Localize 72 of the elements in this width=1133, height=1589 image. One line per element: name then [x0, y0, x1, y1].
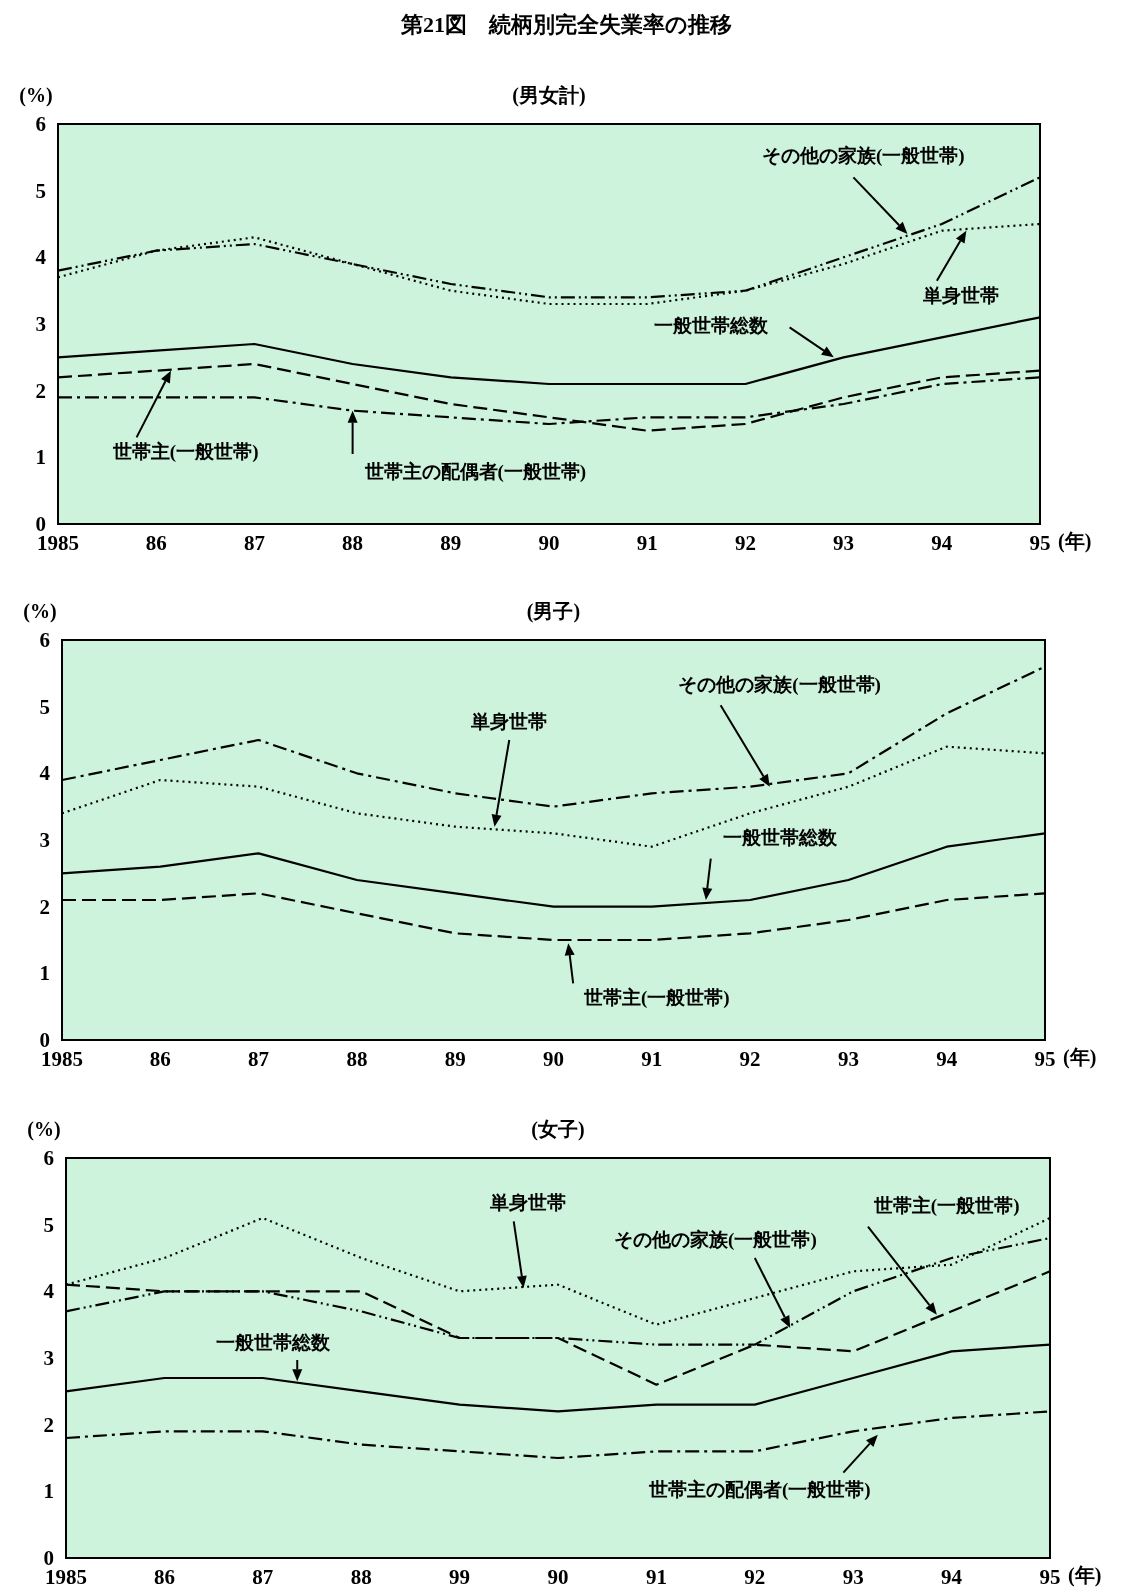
annotation: 単身世帯 — [470, 710, 548, 732]
y-axis-title: (%) — [23, 600, 57, 623]
x-tick-label: 94 — [931, 531, 953, 555]
x-tick-label: 91 — [641, 1047, 663, 1071]
y-tick-label: 3 — [39, 828, 50, 852]
y-tick-label: 4 — [39, 761, 51, 786]
y-tick-label: 5 — [39, 694, 50, 719]
y-tick-label: 2 — [35, 378, 46, 403]
x-tick-label: 90 — [547, 1565, 569, 1589]
x-tick-label: 89 — [444, 1047, 466, 1071]
y-tick-label: 2 — [39, 894, 50, 919]
chart-title: 第21図 続柄別完全失業率の推移 — [400, 12, 732, 37]
y-tick-label: 2 — [43, 1412, 54, 1437]
x-tick-label: 92 — [734, 531, 756, 555]
y-tick-label: 6 — [39, 628, 50, 652]
x-tick-label: 94 — [936, 1047, 958, 1071]
x-tick-label: 91 — [645, 1565, 667, 1589]
y-tick-label: 5 — [35, 178, 46, 203]
annotation: 一般世帯総数 — [215, 1332, 331, 1354]
annotation: 世帯主の配偶者(一般世帯) — [647, 1478, 871, 1501]
annotation: 世帯主(一般世帯) — [111, 441, 259, 464]
x-tick-label: 94 — [941, 1565, 963, 1589]
x-tick-label: 89 — [440, 531, 462, 555]
y-tick-label: 6 — [43, 1146, 54, 1170]
x-axis-title: (年) — [1068, 1564, 1102, 1587]
x-tick-label: 86 — [153, 1565, 175, 1589]
x-axis-title: (年) — [1063, 1046, 1097, 1069]
x-tick-label: 86 — [145, 531, 167, 555]
y-tick-label: 1 — [35, 445, 46, 470]
x-tick-label: 92 — [744, 1565, 766, 1589]
x-tick-label: 90 — [538, 531, 560, 555]
annotation: 世帯主の配偶者(一般世帯) — [363, 461, 587, 484]
x-tick-label: 87 — [243, 531, 265, 555]
x-tick-label: 86 — [149, 1047, 171, 1071]
x-tick-label: 88 — [346, 1047, 368, 1071]
x-tick-label: 93 — [842, 1565, 864, 1589]
chart-subtitle: (男女計) — [512, 84, 586, 107]
y-tick-label: 3 — [43, 1346, 54, 1370]
annotation: 世帯主(一般世帯) — [582, 987, 730, 1010]
x-tick-label: 91 — [636, 531, 658, 555]
annotation: 一般世帯総数 — [654, 314, 770, 336]
y-tick-label: 6 — [35, 112, 46, 136]
chart-subtitle: (女子) — [531, 1118, 585, 1141]
chart-subtitle: (男子) — [526, 600, 581, 623]
annotation: 世帯主(一般世帯) — [872, 1195, 1020, 1218]
x-tick-label: 95 — [1034, 1047, 1056, 1071]
y-axis-title: (%) — [27, 1118, 61, 1141]
annotation: 一般世帯総数 — [722, 827, 838, 849]
annotation: 単身世帯 — [489, 1192, 567, 1214]
x-tick-label: 95 — [1039, 1565, 1061, 1589]
x-tick-label: 87 — [252, 1565, 274, 1589]
x-tick-label: 88 — [350, 1565, 372, 1589]
y-tick-label: 3 — [35, 312, 46, 336]
annotation: 単身世帯 — [922, 284, 1000, 306]
y-tick-label: 5 — [43, 1212, 54, 1237]
annotation: その他の家族(一般世帯) — [678, 674, 881, 697]
x-tick-label: 95 — [1029, 531, 1051, 555]
x-tick-label: 87 — [248, 1047, 270, 1071]
annotation: その他の家族(一般世帯) — [761, 144, 965, 167]
y-tick-label: 4 — [35, 245, 47, 270]
x-tick-label: 92 — [739, 1047, 761, 1071]
y-tick-label: 1 — [43, 1479, 54, 1504]
y-tick-label: 1 — [39, 961, 50, 986]
x-tick-label: 88 — [342, 531, 364, 555]
y-tick-label: 4 — [43, 1279, 55, 1304]
x-tick-label: 90 — [543, 1047, 564, 1071]
x-axis-title: (年) — [1058, 530, 1092, 553]
x-tick-label: 93 — [833, 531, 855, 555]
annotation: その他の家族(一般世帯) — [614, 1228, 817, 1251]
x-tick-label: 99 — [449, 1565, 471, 1589]
y-axis-title: (%) — [19, 84, 53, 107]
x-tick-label: 93 — [837, 1047, 859, 1071]
